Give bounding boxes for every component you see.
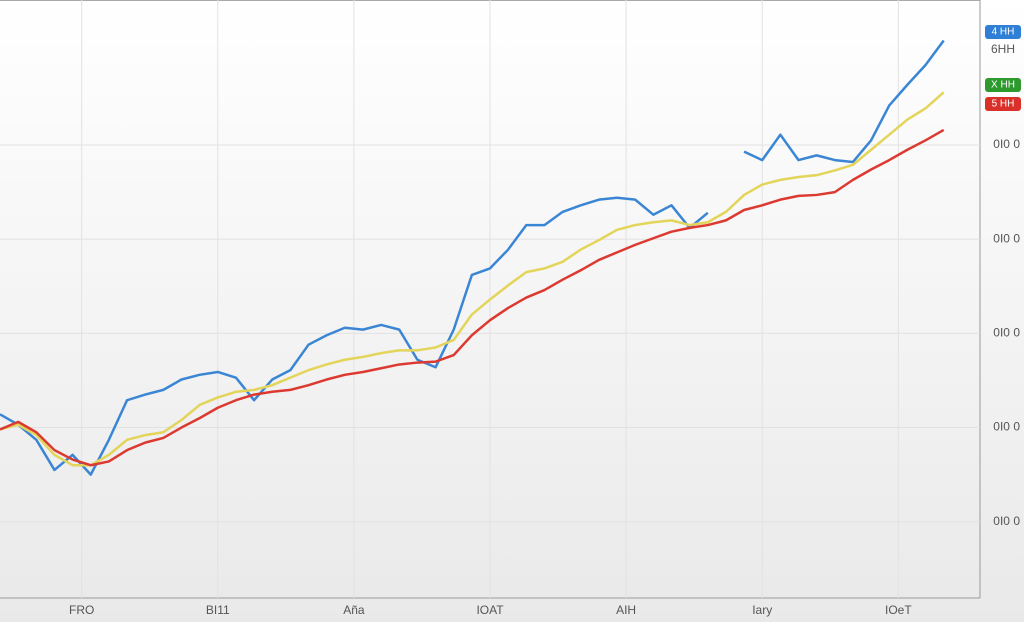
x-tick-label: FRO <box>69 603 94 617</box>
legend-label: 5 HH <box>992 99 1015 110</box>
legend-tag <box>985 78 1021 92</box>
y-tick-label: 0I0 0 <box>993 137 1020 151</box>
y-tick-label: 0I0 0 <box>993 420 1020 434</box>
y-tick-label: 0I0 0 <box>993 326 1020 340</box>
series-line <box>0 91 945 467</box>
legend-tag <box>985 25 1021 39</box>
annotation: 6HH <box>991 42 1015 56</box>
legend-tag <box>985 97 1021 111</box>
legend-label: 4 HH <box>992 27 1015 38</box>
y-tick-label: 0I0 0 <box>993 514 1020 528</box>
x-tick-label: Aña <box>343 603 365 617</box>
x-tick-label: IOAT <box>476 603 504 617</box>
x-tick-label: AIH <box>616 603 636 617</box>
x-tick-label: Iary <box>752 603 772 617</box>
legend-label: X HH <box>991 80 1015 91</box>
x-tick-label: BI11 <box>206 603 230 617</box>
x-tick-label: IOeT <box>885 603 912 617</box>
y-tick-label: 0I0 0 <box>993 231 1020 245</box>
series-line <box>0 128 945 467</box>
series-line <box>0 39 945 476</box>
